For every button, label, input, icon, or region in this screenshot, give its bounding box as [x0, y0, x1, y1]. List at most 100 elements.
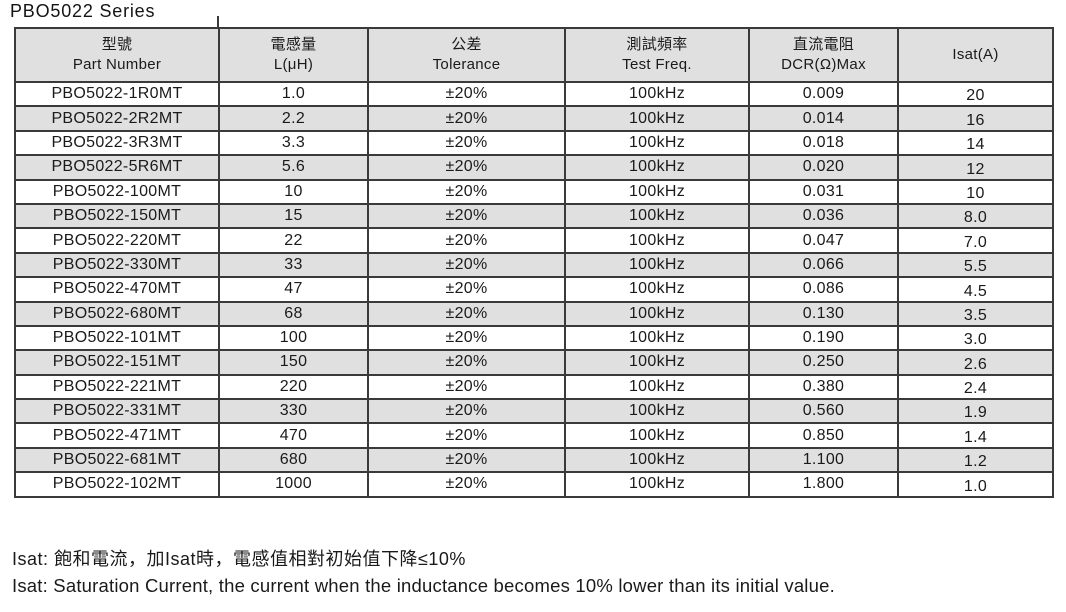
cell-inductance: 15 [218, 202, 369, 230]
note-zh: Isat: 飽和電流，加Isat時，電感值相對初始值下降≤10% [12, 549, 466, 569]
cell-inductance: 220 [218, 373, 369, 401]
cell-part-number: PBO5022-331MT [14, 398, 220, 425]
spec-table: 型號 Part Number 電感量 L(μH) 公差 Tolerance 測試頻率 Test… [14, 27, 1054, 498]
cell-test-freq: 100kHz [564, 398, 750, 425]
table-row: PBO5022-3R3MT 3.3 ±20% 100kHz 0.018 14 [14, 129, 1054, 157]
cell-isat: 1.2 [897, 446, 1054, 474]
cell-isat: 1.4 [897, 422, 1054, 449]
table-row: PBO5022-101MT 100 ±20% 100kHz 0.190 3.0 [14, 324, 1054, 352]
cell-inductance: 33 [218, 251, 369, 279]
cell-part-number: PBO5022-102MT [14, 471, 220, 498]
cell-test-freq: 100kHz [564, 373, 750, 401]
cell-tolerance: ±20% [367, 300, 566, 327]
cell-part-number: PBO5022-221MT [14, 373, 220, 401]
cell-test-freq: 100kHz [564, 202, 750, 230]
cell-tolerance: ±20% [367, 276, 566, 303]
cell-tolerance: ±20% [367, 324, 566, 352]
cell-isat: 7.0 [897, 227, 1054, 254]
column-header-line: Isat(A) [952, 46, 999, 63]
cell-tolerance: ±20% [367, 349, 566, 376]
cell-inductance: 1.0 [218, 80, 369, 108]
cell-inductance: 470 [218, 422, 369, 449]
cell-test-freq: 100kHz [564, 178, 750, 205]
table-row: PBO5022-331MT 330 ±20% 100kHz 0.560 1.9 [14, 398, 1054, 425]
cell-test-freq: 100kHz [564, 227, 750, 254]
cell-dcr: 0.031 [748, 178, 899, 205]
cell-tolerance: ±20% [367, 446, 566, 474]
cell-test-freq: 100kHz [564, 422, 750, 449]
column-header-line: L(μH) [273, 56, 314, 73]
cell-isat: 2.6 [897, 349, 1054, 376]
table-row: PBO5022-220MT 22 ±20% 100kHz 0.047 7.0 [14, 227, 1054, 254]
cell-test-freq: 100kHz [564, 471, 750, 498]
cell-dcr: 0.130 [748, 300, 899, 327]
cell-part-number: PBO5022-680MT [14, 300, 220, 327]
cell-tolerance: ±20% [367, 373, 566, 401]
cell-dcr: 0.020 [748, 154, 899, 181]
column-header-part-number: 型號 Part Number [14, 27, 220, 83]
cell-inductance: 2.2 [218, 105, 369, 132]
cell-isat: 5.5 [897, 251, 1054, 279]
column-header-line: 電感量 [270, 36, 317, 53]
column-header-line: 型號 [101, 36, 133, 53]
cell-dcr: 0.066 [748, 251, 899, 279]
cell-part-number: PBO5022-1R0MT [14, 80, 220, 108]
cell-test-freq: 100kHz [564, 129, 750, 157]
cell-inductance: 22 [218, 227, 369, 254]
cell-inductance: 330 [218, 398, 369, 425]
cell-inductance: 3.3 [218, 129, 369, 157]
cell-part-number: PBO5022-150MT [14, 202, 220, 230]
cell-isat: 14 [897, 129, 1054, 157]
table-row: PBO5022-221MT 220 ±20% 100kHz 0.380 2.4 [14, 373, 1054, 401]
cell-part-number: PBO5022-100MT [14, 178, 220, 205]
cell-test-freq: 100kHz [564, 276, 750, 303]
cell-part-number: PBO5022-151MT [14, 349, 220, 376]
cell-inductance: 68 [218, 300, 369, 327]
cell-dcr: 0.047 [748, 227, 899, 254]
cell-test-freq: 100kHz [564, 251, 750, 279]
cell-dcr: 0.250 [748, 349, 899, 376]
cell-test-freq: 100kHz [564, 446, 750, 474]
cell-tolerance: ±20% [367, 471, 566, 498]
cell-tolerance: ±20% [367, 202, 566, 230]
cell-part-number: PBO5022-330MT [14, 251, 220, 279]
cell-inductance: 5.6 [218, 154, 369, 181]
cell-tolerance: ±20% [367, 227, 566, 254]
cell-dcr: 0.014 [748, 105, 899, 132]
table-row: PBO5022-681MT 680 ±20% 100kHz 1.100 1.2 [14, 446, 1054, 474]
table-row: PBO5022-150MT 15 ±20% 100kHz 0.036 8.0 [14, 202, 1054, 230]
note-en: Isat: Saturation Current, the current wh… [12, 575, 835, 596]
column-header-line: Test Freq. [622, 56, 692, 73]
table-row: PBO5022-680MT 68 ±20% 100kHz 0.130 3.5 [14, 300, 1054, 327]
cell-inductance: 100 [218, 324, 369, 352]
column-header-line: 公差 [451, 36, 482, 53]
cell-test-freq: 100kHz [564, 154, 750, 181]
cell-isat: 20 [897, 80, 1054, 108]
column-header-isat: Isat(A) [897, 27, 1054, 83]
cell-tolerance: ±20% [367, 178, 566, 205]
cell-tolerance: ±20% [367, 422, 566, 449]
cell-isat: 16 [897, 105, 1054, 132]
cell-isat: 4.5 [897, 276, 1054, 303]
cell-tolerance: ±20% [367, 129, 566, 157]
cell-part-number: PBO5022-3R3MT [14, 129, 220, 157]
cell-isat: 3.0 [897, 324, 1054, 352]
column-header-tolerance: 公差 Tolerance [367, 27, 566, 83]
cell-isat: 2.4 [897, 373, 1054, 401]
page-title: PBO5022 Series [10, 1, 156, 21]
cell-isat: 1.0 [897, 471, 1054, 498]
cell-inductance: 10 [218, 178, 369, 205]
cell-inductance: 150 [218, 349, 369, 376]
table-row: PBO5022-2R2MT 2.2 ±20% 100kHz 0.014 16 [14, 105, 1054, 132]
divider-tick [217, 16, 219, 28]
cell-dcr: 0.190 [748, 324, 899, 352]
table-row: PBO5022-330MT 33 ±20% 100kHz 0.066 5.5 [14, 251, 1054, 279]
column-header-inductance: 電感量 L(μH) [218, 27, 369, 83]
table-header-row: 型號 Part Number 電感量 L(μH) 公差 Tolerance 測試頻率 Test… [14, 27, 1054, 83]
cell-part-number: PBO5022-2R2MT [14, 105, 220, 132]
cell-dcr: 0.036 [748, 202, 899, 230]
column-header-line: DCR(Ω)Max [781, 56, 866, 73]
cell-part-number: PBO5022-471MT [14, 422, 220, 449]
table-row: PBO5022-5R6MT 5.6 ±20% 100kHz 0.020 12 [14, 154, 1054, 181]
column-header-line: 直流電阻 [792, 36, 855, 53]
